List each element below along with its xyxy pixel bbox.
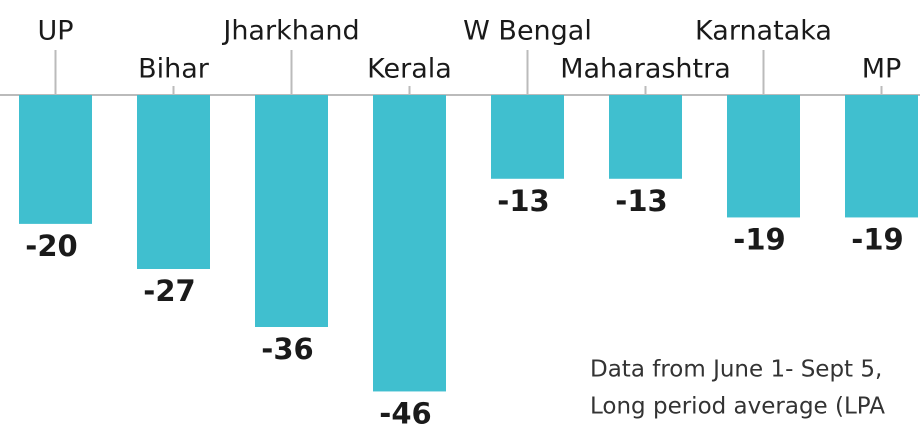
category-label: Maharashtra xyxy=(560,54,731,85)
value-label: -13 xyxy=(615,184,667,218)
category-label: Jharkhand xyxy=(221,16,359,47)
bar xyxy=(491,95,564,179)
category-label: Karnataka xyxy=(695,16,832,47)
value-label: -19 xyxy=(851,222,903,256)
category-label: Bihar xyxy=(138,54,210,85)
bar xyxy=(609,95,682,179)
bar xyxy=(19,95,92,224)
value-label: -13 xyxy=(497,184,549,218)
category-label: UP xyxy=(37,16,73,47)
category-label: MP xyxy=(862,54,902,85)
value-label: -19 xyxy=(733,222,785,256)
bar xyxy=(845,95,918,218)
value-label: -20 xyxy=(25,229,77,263)
value-label: -36 xyxy=(261,332,313,366)
annotation: Data from June 1- Sept 5, xyxy=(590,357,882,383)
bar xyxy=(373,95,446,392)
annotation: Long period average (LPA xyxy=(590,394,885,420)
category-label: W Bengal xyxy=(463,16,592,47)
bar xyxy=(727,95,800,218)
bar xyxy=(137,95,210,269)
value-label: -27 xyxy=(143,274,195,308)
bar xyxy=(255,95,328,327)
category-label: Kerala xyxy=(367,54,452,85)
value-label: -46 xyxy=(379,396,431,430)
